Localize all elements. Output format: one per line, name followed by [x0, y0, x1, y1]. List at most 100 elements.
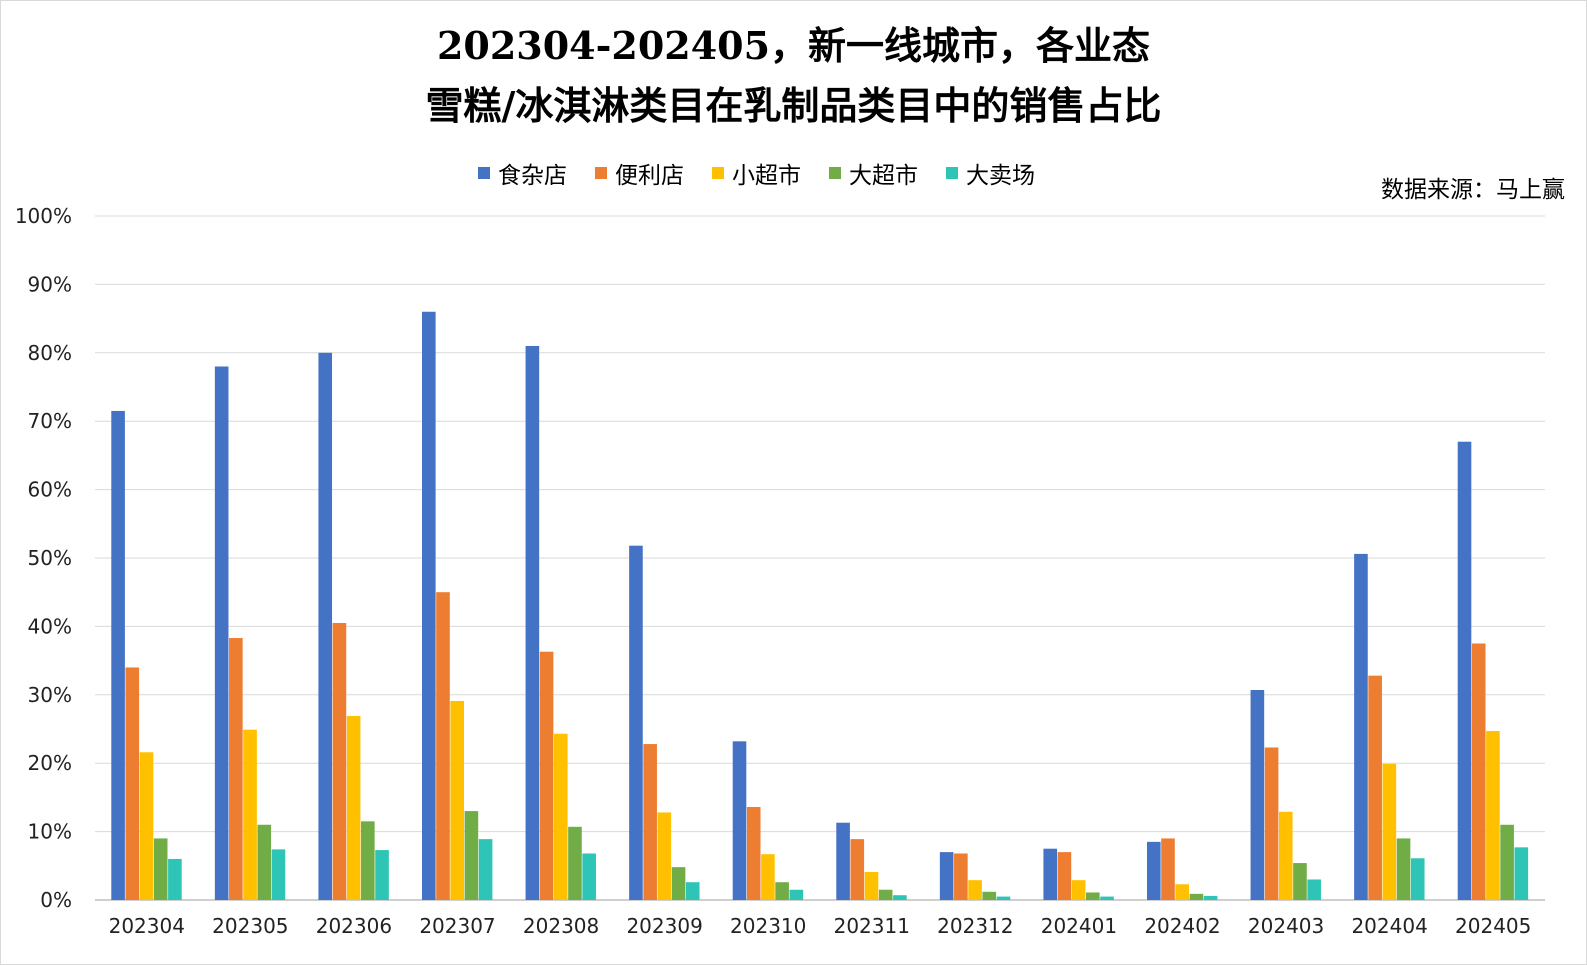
bar-202404-大超市 [1396, 838, 1411, 900]
bar-202401-大超市 [1086, 892, 1100, 900]
y-tick-label: 40% [28, 614, 72, 638]
bar-202404-食杂店 [1354, 553, 1368, 900]
bar-202307-食杂店 [422, 311, 436, 900]
bar-202311-便利店 [850, 839, 865, 900]
y-tick-label: 90% [28, 272, 72, 296]
bar-202308-小超市 [553, 733, 568, 900]
bar-202306-食杂店 [318, 352, 333, 900]
legend-swatch-1 [595, 167, 607, 179]
bar-202306-大超市 [361, 821, 375, 900]
y-tick-label: 60% [28, 478, 72, 502]
bar-202402-便利店 [1161, 838, 1175, 900]
bar-202402-食杂店 [1147, 841, 1161, 900]
bar-202405-食杂店 [1457, 441, 1472, 900]
x-tick-label: 202311 [834, 914, 910, 938]
bar-202405-大超市 [1500, 824, 1514, 900]
bar-202403-便利店 [1264, 747, 1279, 900]
bar-202310-小超市 [761, 854, 775, 900]
legend-item-2: 小超市 [712, 156, 801, 190]
x-tick-label: 202306 [316, 914, 392, 938]
legend-swatch-4 [946, 167, 958, 179]
x-tick-label: 202403 [1248, 914, 1324, 938]
bar-202401-大卖场 [1100, 896, 1114, 900]
bar-202306-小超市 [346, 716, 361, 900]
bar-202311-大卖场 [893, 895, 907, 900]
bar-202401-食杂店 [1043, 848, 1058, 900]
y-tick-label: 30% [28, 683, 72, 707]
bar-202311-小超市 [864, 871, 879, 900]
bar-202310-便利店 [746, 806, 761, 900]
bar-202403-大超市 [1293, 863, 1307, 900]
bar-202309-大超市 [671, 867, 686, 900]
bar-202307-便利店 [436, 592, 450, 900]
x-tick-label: 202307 [419, 914, 495, 938]
legend-item-4: 大卖场 [946, 156, 1035, 190]
x-tick-label: 202310 [730, 914, 806, 938]
x-tick-label: 202304 [109, 914, 185, 938]
bar-202312-小超市 [968, 880, 982, 900]
bar-202304-大超市 [153, 838, 168, 900]
bar-202305-小超市 [243, 729, 257, 900]
bar-202304-便利店 [125, 667, 140, 900]
bar-202307-大卖场 [478, 839, 493, 900]
y-tick-label: 10% [28, 820, 72, 844]
bar-202404-便利店 [1368, 675, 1382, 900]
bar-202310-大卖场 [789, 889, 804, 900]
bar-202403-大卖场 [1307, 879, 1321, 900]
bar-202309-小超市 [657, 812, 672, 900]
bar-202401-便利店 [1057, 852, 1072, 900]
bar-202306-便利店 [332, 622, 347, 900]
bar-202310-食杂店 [732, 741, 747, 900]
bar-202405-便利店 [1471, 643, 1486, 900]
bar-202401-小超市 [1071, 880, 1086, 900]
bars [111, 311, 1529, 901]
x-tick-label: 202312 [937, 914, 1013, 938]
bar-202312-大卖场 [996, 896, 1011, 900]
bar-202310-大超市 [775, 882, 789, 900]
bar-202311-大超市 [878, 889, 893, 900]
legend-item-1: 便利店 [595, 156, 684, 190]
bar-202402-小超市 [1175, 884, 1189, 900]
bar-202305-食杂店 [214, 366, 229, 901]
legend-label-2: 小超市 [732, 163, 801, 189]
bar-202305-大卖场 [271, 849, 286, 900]
x-tick-label: 202305 [212, 914, 288, 938]
bar-202308-大超市 [568, 826, 582, 900]
data-source-note: 数据来源：马上赢 [1381, 177, 1565, 203]
x-axis-ticks: 202304 202305 202306 202307 202308 202309 2023… [109, 914, 1532, 938]
bar-202308-大卖场 [582, 853, 596, 900]
legend-item-3: 大超市 [829, 156, 918, 190]
y-tick-label: 0% [40, 888, 72, 912]
bar-202304-食杂店 [111, 410, 125, 900]
y-axis-ticks: 0% 10% 20% 30% 40% 50% 60% 70% 80% 90% 100% [15, 204, 72, 912]
x-tick-label: 202402 [1144, 914, 1220, 938]
legend-label-0: 食杂店 [498, 163, 567, 189]
x-tick-label: 202308 [523, 914, 599, 938]
chart-legend: 食杂店 便利店 小超市 大超市 大卖场 [478, 156, 1063, 190]
bar-202403-小超市 [1278, 811, 1293, 900]
bar-202309-大卖场 [685, 882, 700, 900]
x-tick-label: 202405 [1455, 914, 1531, 938]
y-tick-label: 80% [28, 341, 72, 365]
bar-202304-小超市 [139, 752, 154, 900]
bar-202405-小超市 [1486, 731, 1500, 900]
y-tick-label: 70% [28, 409, 72, 433]
y-tick-label: 100% [15, 204, 72, 228]
bar-202402-大卖场 [1203, 895, 1218, 900]
chart-title-line1: 202304-202405，新一线城市，各业态 [436, 23, 1151, 68]
bar-202307-大超市 [464, 811, 479, 900]
bar-202405-大卖场 [1514, 847, 1529, 900]
y-tick-label: 50% [28, 546, 72, 570]
bar-202312-食杂店 [939, 852, 954, 900]
bar-202309-食杂店 [629, 545, 643, 900]
y-tick-label: 20% [28, 751, 72, 775]
bar-202304-大卖场 [168, 858, 182, 900]
legend-swatch-0 [478, 167, 490, 179]
bar-202309-便利店 [643, 744, 657, 900]
legend-item-0: 食杂店 [478, 156, 567, 190]
bar-202404-大卖场 [1410, 858, 1425, 900]
bar-202308-食杂店 [525, 345, 540, 901]
x-tick-label: 202401 [1041, 914, 1117, 938]
